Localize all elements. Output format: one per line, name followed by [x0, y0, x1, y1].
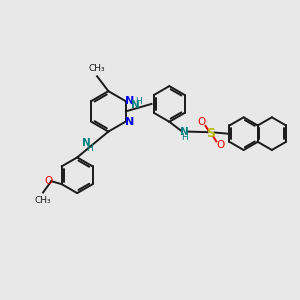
Text: H: H: [86, 144, 93, 153]
Text: H: H: [182, 133, 188, 142]
Text: O: O: [197, 117, 206, 128]
Text: N: N: [125, 117, 134, 127]
Text: S: S: [206, 127, 215, 140]
Text: CH₃: CH₃: [35, 196, 51, 206]
Text: O: O: [44, 176, 52, 186]
Text: H: H: [135, 97, 142, 106]
Text: N: N: [82, 138, 91, 148]
Text: CH₃: CH₃: [89, 64, 105, 73]
Text: N: N: [180, 127, 189, 137]
Text: N: N: [125, 96, 134, 106]
Text: N: N: [131, 100, 140, 110]
Text: O: O: [216, 140, 225, 150]
